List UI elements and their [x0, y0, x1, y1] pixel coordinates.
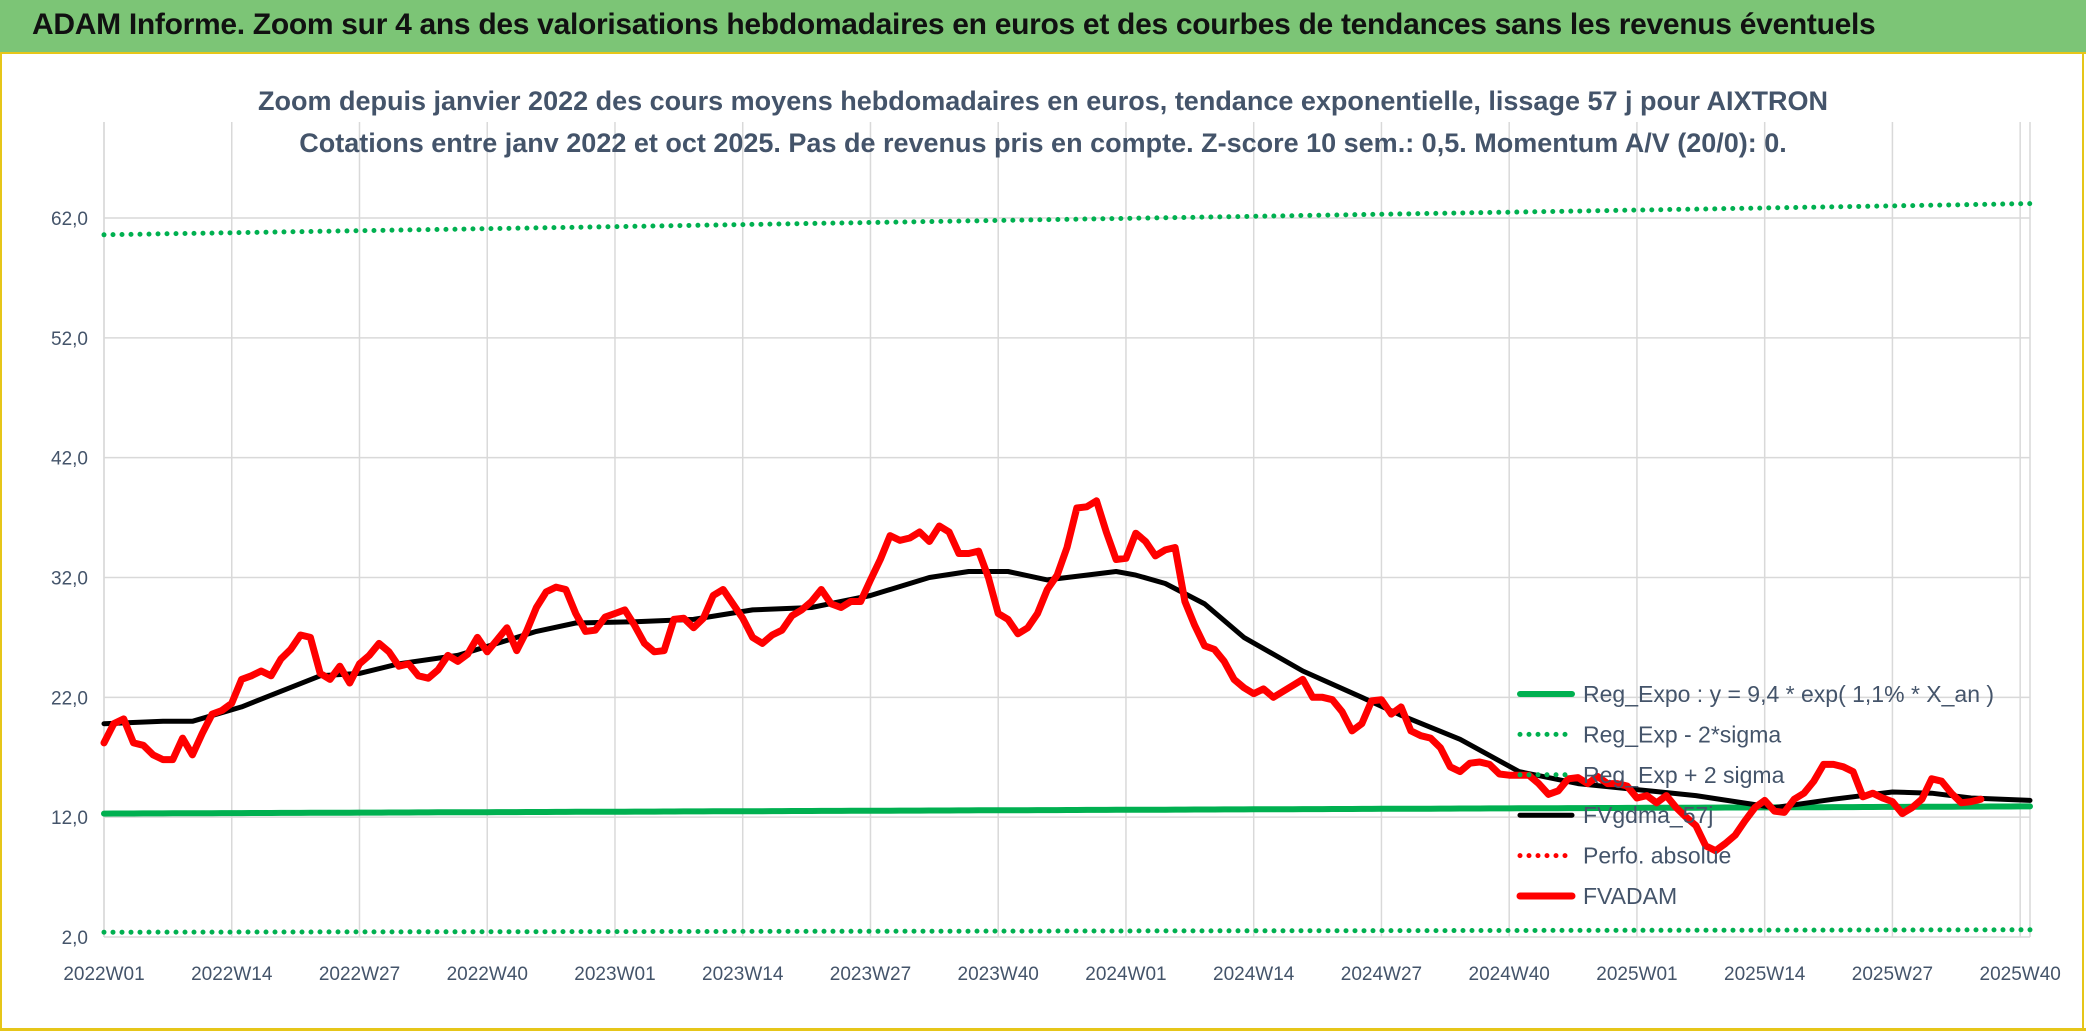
x-tick-label: 2022W40	[447, 964, 528, 985]
x-tick-label: 2023W40	[958, 964, 1039, 985]
chart-title-line1: Zoom depuis janvier 2022 des cours moyen…	[258, 86, 1828, 116]
y-tick-label: 42,0	[51, 449, 88, 470]
x-tick-label: 2022W14	[191, 964, 273, 985]
y-tick-label: 12,0	[51, 808, 88, 829]
x-tick-label: 2025W40	[1980, 964, 2061, 985]
series-line-reg-exp-plus-2sigma	[101, 201, 2033, 238]
legend-label-reg-expo: Reg_Expo : y = 9,4 * exp( 1,1% * X_an )	[1583, 681, 1994, 707]
x-tick-label: 2025W27	[1852, 964, 1933, 985]
x-tick-label: 2024W14	[1213, 964, 1295, 985]
x-tick-label: 2023W01	[574, 964, 655, 985]
y-tick-label: 22,0	[51, 688, 88, 709]
y-tick-label: 32,0	[51, 569, 88, 590]
series-line-reg-expo	[101, 803, 2033, 817]
legend: Reg_Expo : y = 9,4 * exp( 1,1% * X_an ) R…	[1516, 681, 1994, 909]
chart-title-line2: Cotations entre janv 2022 et oct 2025. P…	[299, 128, 1787, 158]
x-tick-label: 2022W27	[319, 964, 400, 985]
x-tick-label: 2025W01	[1596, 964, 1677, 985]
x-tick-label: 2024W40	[1469, 964, 1550, 985]
y-tick-label: 2,0	[62, 928, 88, 949]
legend-label-fvadam: FVADAM	[1583, 883, 1677, 909]
chart-frame	[0, 54, 2084, 1029]
banner: ADAM Informe. Zoom sur 4 ans des valoris…	[0, 0, 2086, 54]
x-tick-label: 2024W01	[1085, 964, 1166, 985]
axis-labels: 2,0 12,0 22,0 32,0 42,0 52,0 62,0 2022W01 2022W1…	[51, 209, 2061, 985]
y-tick-label: 62,0	[51, 209, 88, 230]
x-tick-label: 2023W14	[702, 964, 784, 985]
x-tick-label: 2023W27	[830, 964, 911, 985]
series-layer	[100, 201, 2033, 935]
series-line-fvadam	[100, 497, 1985, 855]
x-tick-label: 2025W14	[1724, 964, 1806, 985]
legend-label-perfo-absolue: Perfo. absolue	[1583, 843, 1731, 869]
y-tick-label: 52,0	[51, 329, 88, 350]
legend-label-fvgdma-57j: FVgdma_57j	[1583, 802, 1713, 828]
x-tick-label: 2022W01	[63, 964, 144, 985]
legend-label-reg-exp-plus-2sigma: Reg_Exp + 2 sigma	[1583, 762, 1785, 788]
banner-title: ADAM Informe. Zoom sur 4 ans des valoris…	[32, 8, 1876, 41]
bottom-border	[0, 1028, 2086, 1031]
x-tick-label: 2024W27	[1341, 964, 1422, 985]
legend-label-reg-exp-minus-2sigma: Reg_Exp - 2*sigma	[1583, 721, 1781, 747]
series-line-reg-exp-minus-2sigma	[101, 927, 2033, 935]
